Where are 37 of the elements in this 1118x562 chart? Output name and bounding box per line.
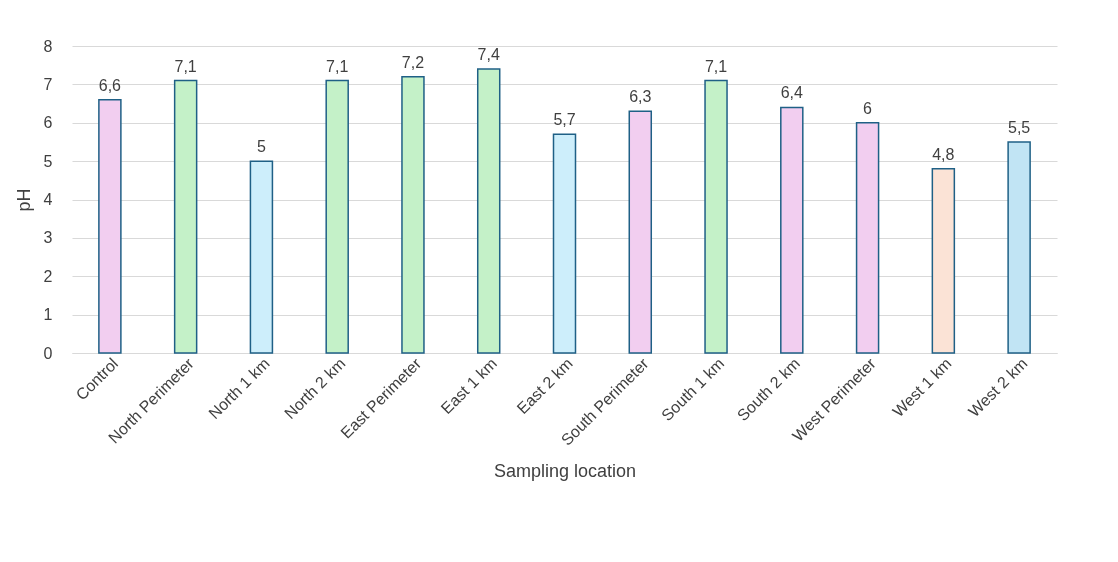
data-label: 6,6 [98, 76, 122, 94]
bar [1007, 141, 1031, 354]
y-tick-label: 7 [43, 75, 53, 93]
data-label: 6,4 [780, 84, 804, 102]
y-tick-label: 8 [43, 37, 53, 55]
y-axis-title: pH [13, 188, 34, 212]
data-label: 5,7 [553, 111, 576, 129]
y-tick-label: 5 [43, 152, 53, 170]
data-label: 7,1 [326, 57, 349, 75]
y-tick-label: 1 [43, 306, 53, 324]
bar [855, 122, 880, 354]
data-label: 7,1 [704, 57, 728, 75]
data-label: 5,5 [1007, 118, 1031, 136]
y-tick-label: 2 [43, 267, 53, 285]
x-axis-title: Sampling location [493, 460, 637, 481]
data-label: 7,1 [174, 57, 197, 75]
bar [98, 98, 122, 354]
bar [931, 168, 956, 354]
data-label: 7,2 [401, 53, 425, 71]
data-label: 6,3 [629, 88, 652, 106]
data-label: 7,4 [477, 46, 500, 64]
y-tick-label: 3 [43, 229, 53, 247]
bar [476, 68, 501, 354]
bar [552, 133, 577, 354]
data-label: 5 [256, 138, 266, 156]
bar [401, 75, 425, 354]
data-label: 4,8 [932, 145, 955, 163]
bar [325, 79, 349, 354]
bar [173, 79, 198, 354]
data-label: 6 [863, 99, 873, 117]
bar [704, 79, 728, 354]
y-tick-label: 0 [43, 344, 53, 362]
bar [628, 110, 653, 354]
y-tick-label: 6 [43, 114, 53, 132]
bar [249, 160, 274, 354]
bar [780, 106, 804, 354]
y-tick-label: 4 [43, 191, 53, 208]
